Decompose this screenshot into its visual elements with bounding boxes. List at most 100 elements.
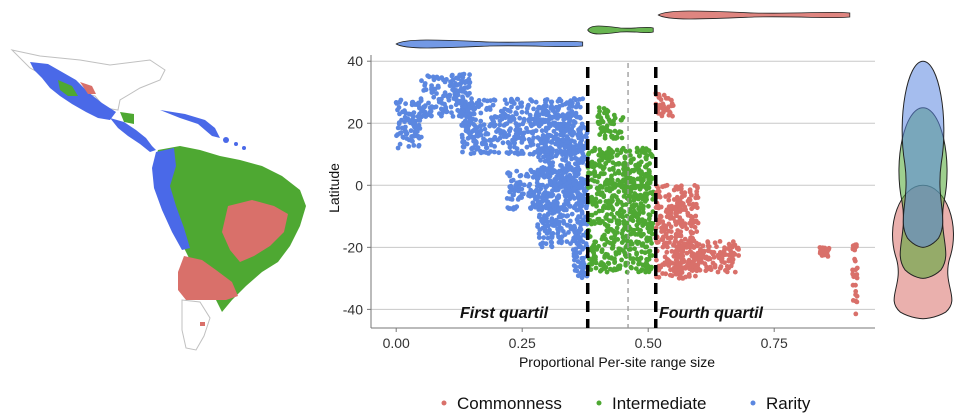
data-point (527, 112, 533, 118)
data-point (422, 83, 428, 88)
legend-label-intermediate: Intermediate (612, 394, 707, 413)
data-point (396, 100, 402, 105)
map-island (223, 137, 229, 143)
data-point (473, 128, 479, 133)
data-point (736, 253, 741, 258)
data-point (568, 98, 574, 104)
data-point (597, 147, 603, 152)
data-point (644, 260, 649, 266)
data-point (629, 265, 634, 271)
data-point (478, 150, 484, 156)
data-point (537, 212, 542, 218)
data-point (631, 198, 637, 204)
data-point (535, 112, 541, 117)
data-point (687, 274, 692, 279)
data-point (600, 119, 606, 125)
data-point (580, 259, 586, 265)
data-point (819, 253, 825, 258)
data-point (567, 196, 573, 202)
data-point (429, 90, 435, 95)
data-point (471, 138, 476, 144)
data-point (608, 121, 614, 126)
data-point (605, 223, 611, 229)
data-point (645, 180, 651, 186)
data-point (570, 247, 576, 253)
data-point (634, 250, 639, 256)
data-point (570, 238, 576, 244)
data-point (528, 205, 533, 211)
data-point (622, 171, 628, 177)
data-point (543, 112, 549, 118)
data-point (549, 121, 555, 127)
data-point (542, 190, 548, 196)
data-point (568, 226, 574, 231)
data-point (604, 126, 610, 132)
data-point (542, 225, 548, 231)
data-point (560, 175, 566, 181)
data-point (850, 298, 856, 303)
data-point (629, 241, 635, 247)
data-point (577, 199, 583, 205)
data-point (620, 234, 626, 240)
data-point (590, 197, 595, 203)
data-point (568, 153, 574, 158)
data-point (663, 271, 669, 277)
data-point (455, 107, 461, 113)
data-point (517, 179, 523, 185)
data-point (634, 239, 639, 245)
data-point (438, 106, 444, 112)
data-point (561, 157, 567, 162)
data-point (648, 175, 654, 181)
data-point (467, 72, 472, 78)
data-point (395, 125, 401, 131)
data-point (627, 148, 633, 154)
data-point (695, 265, 701, 271)
data-point (529, 129, 534, 135)
data-point (631, 179, 637, 185)
data-point (648, 228, 654, 234)
data-point (560, 102, 565, 108)
data-point (553, 217, 559, 223)
y-axis-label: Latitude (326, 163, 342, 213)
data-point (532, 173, 537, 179)
data-point (579, 185, 585, 191)
data-point (644, 244, 650, 250)
data-point (539, 128, 545, 134)
data-point (664, 182, 670, 188)
data-point (484, 98, 490, 104)
data-point (571, 119, 577, 124)
data-point (501, 134, 507, 140)
data-point (581, 255, 586, 261)
data-point (646, 269, 652, 275)
data-point (497, 122, 503, 128)
data-point (575, 191, 581, 197)
data-point (660, 184, 665, 190)
data-point (431, 105, 437, 110)
data-point (483, 131, 489, 137)
data-point (647, 248, 653, 254)
data-point (434, 91, 439, 96)
data-point (462, 103, 468, 109)
data-point (427, 105, 433, 111)
data-point (609, 195, 615, 200)
data-point (565, 191, 571, 197)
data-point (395, 145, 401, 151)
data-point (730, 260, 735, 265)
data-point (638, 194, 644, 200)
data-point (491, 119, 497, 125)
data-point (411, 133, 416, 139)
data-point (684, 226, 690, 232)
data-point (575, 273, 581, 279)
data-point (558, 121, 564, 127)
data-point (694, 229, 700, 235)
data-point (409, 102, 415, 108)
data-point (656, 193, 662, 199)
data-point (468, 151, 474, 157)
data-point (705, 266, 710, 272)
data-point (619, 240, 625, 246)
data-point (416, 135, 422, 141)
data-point (696, 256, 702, 262)
data-point (521, 182, 527, 188)
data-point (603, 199, 609, 204)
